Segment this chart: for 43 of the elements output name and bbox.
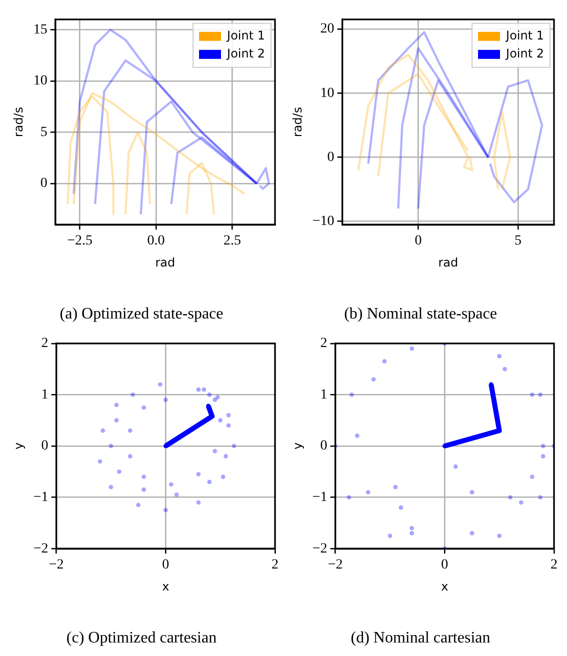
legend-label: Joint 2 xyxy=(505,46,544,61)
y-tick-label: 10 xyxy=(320,86,334,101)
x-axis-title: rad xyxy=(438,256,458,270)
y-axis-title: y xyxy=(290,442,304,450)
y-tick-label: −2 xyxy=(312,541,328,556)
x-tick-label: 2 xyxy=(550,558,558,573)
x-tick-label: 2 xyxy=(272,558,278,573)
x-tick-label: 0 xyxy=(441,558,448,573)
x-tick-label: 0 xyxy=(414,234,422,249)
y-tick-label: −10 xyxy=(312,214,334,230)
y-tick-label: 5 xyxy=(40,124,48,140)
x-axis-title: x xyxy=(162,580,170,594)
legend-label: Joint 1 xyxy=(505,28,544,43)
y-tick-label: −2 xyxy=(33,541,48,556)
text: (d) Nominal cartesian xyxy=(350,630,490,647)
legend-label: Joint 1 xyxy=(226,28,266,43)
y-tick-label: 10 xyxy=(33,74,48,89)
y-tick-label: 1 xyxy=(320,387,328,402)
y-axis-title: y xyxy=(11,442,26,450)
y-tick-label: 0 xyxy=(320,438,328,454)
y-tick-label: 20 xyxy=(320,22,334,37)
y-tick-label: −1 xyxy=(33,490,48,505)
y-axis-title: rad/s xyxy=(290,106,304,138)
legend-label: Joint 2 xyxy=(226,46,266,61)
x-axis-title: x xyxy=(441,580,448,594)
y-tick-label: 2 xyxy=(41,336,48,352)
y-tick-label: 1 xyxy=(41,387,48,402)
y-axis-title: rad/s xyxy=(11,106,26,138)
x-tick-label: 0.0 xyxy=(147,234,165,249)
y-tick-label: 2 xyxy=(320,336,328,352)
x-tick-label: 5 xyxy=(514,234,522,249)
x-tick-label: 2.5 xyxy=(224,234,242,249)
text: (a) Optimized state-space xyxy=(60,306,224,323)
x-tick-label: 0 xyxy=(162,558,170,573)
text: (c) Optimized cartesian xyxy=(66,630,217,647)
x-tick-label: −2.5 xyxy=(67,234,93,249)
text: (b) Nominal state-space xyxy=(344,306,497,323)
y-tick-label: 0 xyxy=(40,176,48,192)
y-tick-label: −1 xyxy=(312,490,328,505)
y-tick-label: 0 xyxy=(41,438,48,454)
x-axis-title: rad xyxy=(155,256,176,270)
y-tick-label: 0 xyxy=(327,150,334,165)
y-tick-label: 15 xyxy=(33,22,48,38)
